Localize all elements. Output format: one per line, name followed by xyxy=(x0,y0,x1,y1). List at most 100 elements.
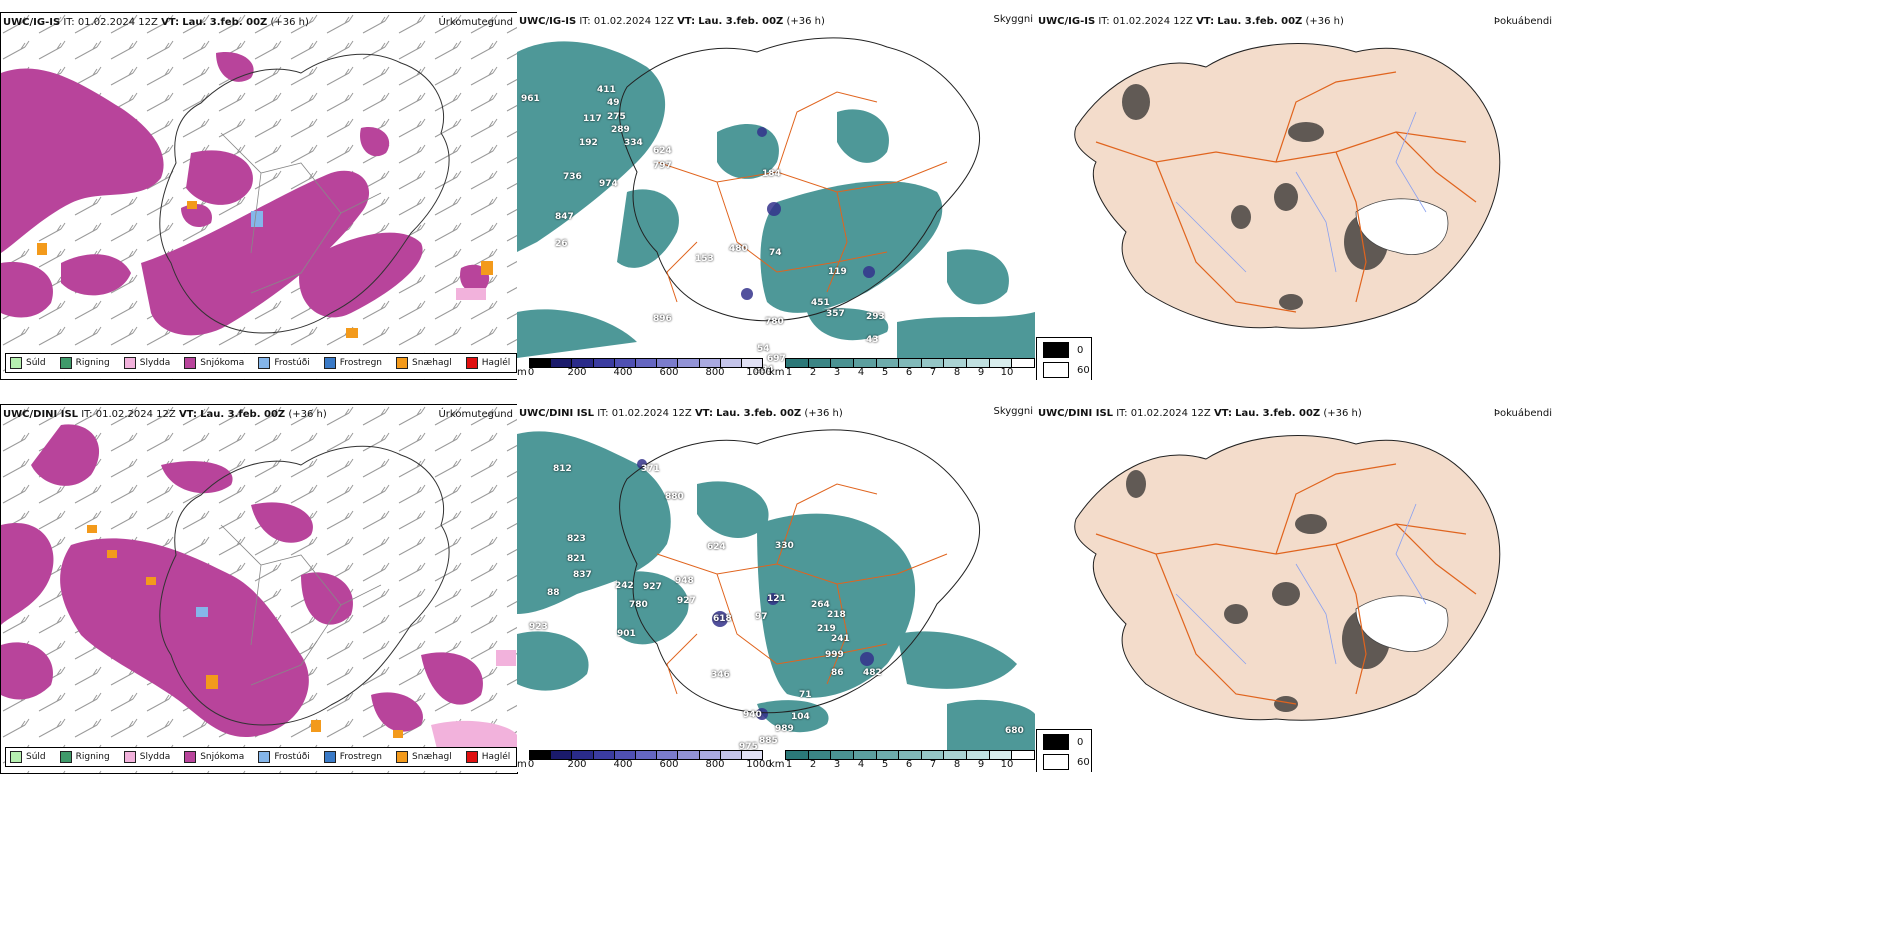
vis-value: 153 xyxy=(695,254,714,264)
legend-item: Haglél xyxy=(465,751,510,763)
vis-value: 275 xyxy=(607,112,626,122)
visibility-scale-row2: km 1 2 3 4 5 6 7 8 9 10 xyxy=(769,750,1035,772)
it-value: 01.02.2024 12Z xyxy=(77,17,158,28)
vis-value: 896 xyxy=(653,314,672,324)
vis-value: 192 xyxy=(579,138,598,148)
vis-title: Skyggni xyxy=(993,14,1033,25)
row1-precip-header: UWC/IG-IS IT: 01.02.2024 12Z VT: Lau. 3.… xyxy=(3,17,309,28)
legend-item: Frostregn xyxy=(323,357,382,369)
visibility-scale-row1: km 1 2 3 4 5 6 7 8 9 10 xyxy=(769,358,1035,380)
vt-value: Lau. 3.feb. 00Z xyxy=(182,17,268,28)
vis-value: 837 xyxy=(573,570,592,580)
legend-item: Slydda xyxy=(123,357,170,369)
legend-item: Frostúði xyxy=(258,751,310,763)
fog-title: Þokuábendi xyxy=(1493,16,1552,27)
legend-item: Súld xyxy=(10,751,46,763)
vis-value: 334 xyxy=(624,138,643,148)
vis-value: 482 xyxy=(863,668,882,678)
vis-value: 812 xyxy=(553,464,572,474)
vis-value: 923 xyxy=(529,622,548,632)
row1-vis-header: UWC/IG-IS IT: 01.02.2024 12Z VT: Lau. 3.… xyxy=(519,16,825,27)
vis-value: 218 xyxy=(827,610,846,620)
row2-fog-header: UWC/DINI ISL IT: 01.02.2024 12Z VT: Lau.… xyxy=(1038,408,1362,419)
vis-value: 974 xyxy=(599,179,618,189)
vis-value: 940 xyxy=(743,710,762,720)
vis-value: 927 xyxy=(643,582,662,592)
vis-value: 797 xyxy=(653,161,672,171)
vis-value: 480 xyxy=(729,244,748,254)
vis-value: 54 xyxy=(757,344,770,354)
visibility-panel-row2: UWC/DINI ISL IT: 01.02.2024 12Z VT: Lau.… xyxy=(517,404,1035,772)
vis-value: 885 xyxy=(759,736,778,746)
vis-value: 234 xyxy=(755,365,774,375)
visibility-map-row2 xyxy=(517,429,1035,750)
legend-item: Snjókoma xyxy=(184,357,244,369)
vis-value: 618 xyxy=(713,614,732,624)
cloudbase-scale-row1: m 0 200 400 600 800 1000 xyxy=(517,358,772,380)
vis-value: 847 xyxy=(555,212,574,222)
vis-value: 927 xyxy=(677,596,696,606)
vis-value: 97 xyxy=(755,612,768,622)
precip-title: Úrkomutegund xyxy=(438,17,513,28)
legend-item: Rigning xyxy=(59,357,110,369)
vis-value: 999 xyxy=(825,650,844,660)
vis-value: 989 xyxy=(775,724,794,734)
cloudbase-unit: m xyxy=(517,367,527,378)
vis-value: 219 xyxy=(817,624,836,634)
vis-value: 119 xyxy=(828,267,847,277)
vis-value: 680 xyxy=(1005,726,1024,736)
vis-value: 121 xyxy=(767,594,786,604)
precip-map-row1 xyxy=(1,13,517,379)
vis-value: 697 xyxy=(767,354,786,364)
precip-panel-row2: UWC/DINI ISL IT: 01.02.2024 12Z VT: Lau.… xyxy=(0,404,518,774)
visibility-map-row1 xyxy=(517,37,1035,358)
fog-key-row1: 0 60 xyxy=(1036,337,1092,380)
vis-value: 293 xyxy=(866,312,885,322)
visibility-unit: km xyxy=(769,367,785,378)
vis-value: 371 xyxy=(641,464,660,474)
vis-value: 411 xyxy=(597,85,616,95)
vis-value: 821 xyxy=(567,554,586,564)
legend-item: Frostúði xyxy=(258,357,310,369)
row2-vis-header: UWC/DINI ISL IT: 01.02.2024 12Z VT: Lau.… xyxy=(519,408,843,419)
vis-value: 241 xyxy=(831,634,850,644)
vis-value: 242 xyxy=(615,581,634,591)
legend-item: Snæhagl xyxy=(396,751,452,763)
precip-legend-row2: Súld Rigning Slydda Snjókoma Frostúði Fr… xyxy=(5,747,517,767)
cloudbase-scale-row2: m 0 200 400 600 800 1000 xyxy=(517,750,772,772)
legend-item: Rigning xyxy=(59,751,110,763)
fog-panel-row2: UWC/DINI ISL IT: 01.02.2024 12Z VT: Lau.… xyxy=(1036,404,1556,772)
vis-value: 823 xyxy=(567,534,586,544)
precip-map-row2 xyxy=(1,405,517,773)
vis-value: 74 xyxy=(769,248,782,258)
vis-value: 86 xyxy=(831,668,844,678)
fog-map-row2 xyxy=(1074,435,1501,721)
vis-value: 26 xyxy=(555,239,568,249)
vis-value: 71 xyxy=(799,690,812,700)
vt-label: VT: xyxy=(161,17,180,28)
vis-value: 289 xyxy=(611,125,630,135)
legend-item: Frostregn xyxy=(323,751,382,763)
vis-value: 624 xyxy=(707,542,726,552)
legend-item: Slydda xyxy=(123,751,170,763)
vis-value: 264 xyxy=(811,600,830,610)
vis-value: 330 xyxy=(775,541,794,551)
row1-fog-header: UWC/IG-IS IT: 01.02.2024 12Z VT: Lau. 3.… xyxy=(1038,16,1344,27)
vis-value: 184 xyxy=(762,169,781,179)
precip-title: Úrkomutegund xyxy=(438,409,513,420)
vis-value: 346 xyxy=(711,670,730,680)
vis-value: 901 xyxy=(617,629,636,639)
fog-panel-row1: UWC/IG-IS IT: 01.02.2024 12Z VT: Lau. 3.… xyxy=(1036,12,1556,380)
vis-value: 780 xyxy=(629,600,648,610)
vis-value: 948 xyxy=(675,576,694,586)
vis-value: 624 xyxy=(653,146,672,156)
vis-value: 104 xyxy=(791,712,810,722)
precip-legend-row1: Súld Rigning Slydda Snjókoma Frostúði Fr… xyxy=(5,353,517,373)
legend-item: Snjókoma xyxy=(184,751,244,763)
vis-value: 88 xyxy=(547,588,560,598)
vis-value: 43 xyxy=(866,335,879,345)
vis-value: 117 xyxy=(583,114,602,124)
vis-value: 880 xyxy=(665,492,684,502)
row2-precip-header: UWC/DINI ISL IT: 01.02.2024 12Z VT: Lau.… xyxy=(3,409,327,420)
vis-value: 736 xyxy=(563,172,582,182)
